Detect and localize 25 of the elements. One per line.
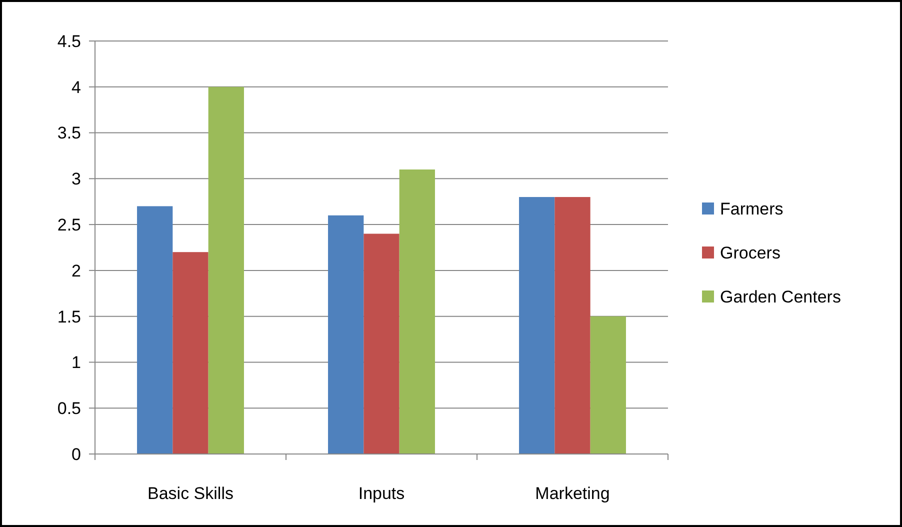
bar <box>364 234 400 454</box>
x-tick-label: Marketing <box>535 484 610 503</box>
bar <box>172 252 208 454</box>
legend-label: Farmers <box>720 199 784 218</box>
bar <box>328 215 364 454</box>
y-tick-label: 3 <box>72 170 81 189</box>
y-tick-label: 1 <box>72 353 81 372</box>
y-tick-label: 0 <box>72 444 81 464</box>
bar <box>519 197 555 454</box>
bar <box>590 316 626 454</box>
bar <box>554 197 590 454</box>
y-tick-label: 1.5 <box>57 307 81 326</box>
y-tick-label: 2.5 <box>57 216 81 235</box>
bar <box>399 169 435 454</box>
y-tick-label: 4.5 <box>57 32 81 51</box>
legend-label: Garden Centers <box>720 287 841 306</box>
y-tick-label: 4 <box>72 78 81 97</box>
x-tick-label: Basic Skills <box>148 484 234 503</box>
y-tick-label: 3.5 <box>57 124 81 143</box>
x-tick-label: Inputs <box>358 484 405 503</box>
bar <box>137 206 173 454</box>
bar <box>208 86 244 454</box>
y-tick-label: 2 <box>72 261 81 280</box>
y-tick-label: 0.5 <box>57 399 81 418</box>
legend-label: Grocers <box>720 243 780 262</box>
